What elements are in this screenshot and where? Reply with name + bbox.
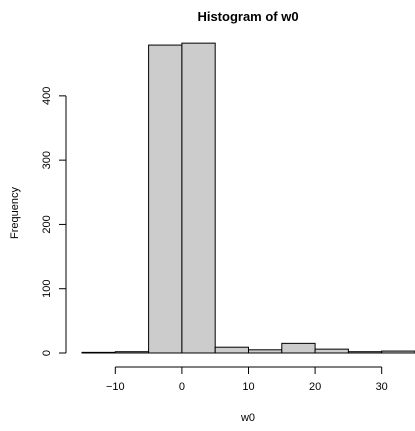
x-tick-label: 0 <box>179 381 185 393</box>
chart-title: Histogram of w0 <box>197 9 298 24</box>
histogram-bar <box>81 351 116 354</box>
histogram-bar <box>248 349 283 354</box>
y-tick-label: 100 <box>41 280 53 298</box>
y-axis-label: Frequency <box>9 187 21 239</box>
histogram-bar <box>181 42 216 354</box>
bars-group <box>81 42 415 354</box>
histogram-bar <box>214 346 249 354</box>
y-tick-label: 0 <box>41 350 53 356</box>
x-axis: −10 0 10 20 30 <box>106 366 388 393</box>
histogram-bar <box>114 351 150 354</box>
x-tick-label: 30 <box>376 381 388 393</box>
histogram-bar <box>381 350 415 354</box>
x-tick-label: 20 <box>309 381 321 393</box>
x-tick-label: 10 <box>242 381 254 393</box>
y-tick-label: 400 <box>41 87 53 105</box>
histogram-bar <box>148 44 183 354</box>
x-axis-label: w0 <box>240 412 255 424</box>
histogram-bar <box>314 348 349 354</box>
histogram-bar <box>347 351 383 354</box>
y-tick-label: 200 <box>41 215 53 233</box>
x-tick-label: −10 <box>106 381 125 393</box>
y-tick-label: 300 <box>41 151 53 169</box>
y-axis: 0 100 200 300 400 <box>41 87 67 356</box>
histogram-bar <box>281 342 316 354</box>
